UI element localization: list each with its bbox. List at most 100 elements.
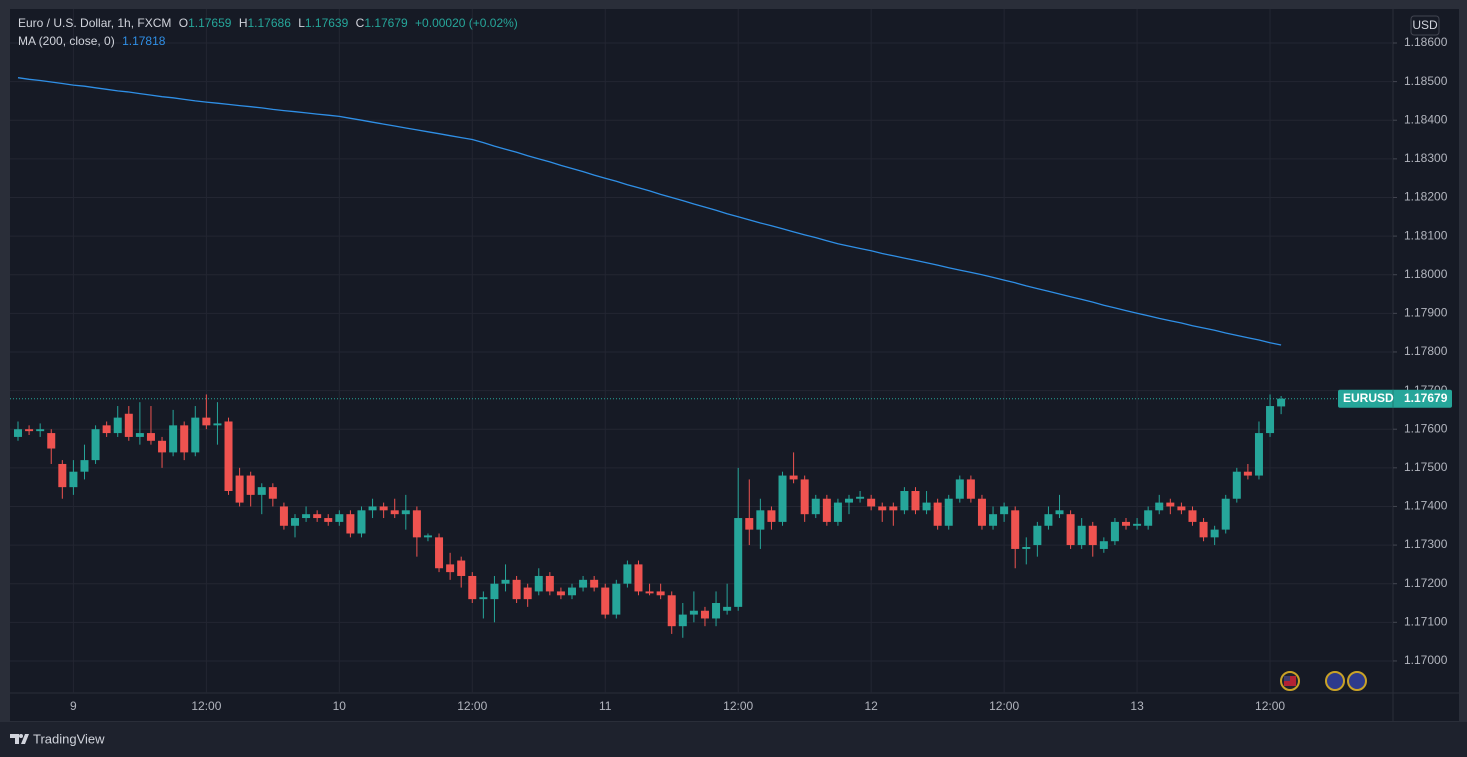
ohlc-label: L xyxy=(298,16,305,30)
candle-body xyxy=(523,587,532,600)
ma-line xyxy=(17,77,1282,346)
candle-body xyxy=(58,463,67,488)
labels: 1.17000 1.17100 1.17200 1.17300 1.17400 1.175… xyxy=(70,35,1452,713)
candle-body xyxy=(335,514,344,522)
candle-body xyxy=(590,579,599,588)
candle-body xyxy=(977,498,986,526)
candle-body xyxy=(501,579,510,584)
x-tick-label: 9 xyxy=(70,699,77,713)
event-icon[interactable] xyxy=(1325,671,1345,691)
x-tick-label: 12:00 xyxy=(989,699,1019,713)
candle-body xyxy=(922,502,931,511)
candle-body xyxy=(401,510,410,515)
header: Euro / U.S. Dollar, 1h, FXCM O1.17659 H1… xyxy=(18,16,518,30)
candle-body xyxy=(479,597,488,600)
indicator-name: MA (200, close, 0) xyxy=(18,34,115,48)
grid xyxy=(10,9,1393,693)
y-tick-label: 1.17600 xyxy=(1404,421,1448,435)
candle-body xyxy=(169,425,178,453)
last-price-label: 1.17679 xyxy=(1404,391,1448,405)
logo xyxy=(19,734,23,738)
candle-body xyxy=(291,518,299,526)
candle-body xyxy=(1210,529,1219,538)
y-tick-label: 1.17000 xyxy=(1404,653,1448,667)
candle-body xyxy=(457,560,466,576)
x-tick-label: 12 xyxy=(864,699,878,713)
candle-body xyxy=(47,433,56,449)
candle-body xyxy=(623,564,632,584)
candle-body xyxy=(1099,541,1108,549)
candle-body xyxy=(689,610,698,615)
candle-body xyxy=(645,591,654,594)
candle-body xyxy=(1199,521,1208,538)
candle-body xyxy=(268,487,277,499)
candle-body xyxy=(14,429,22,437)
candle-body xyxy=(257,487,266,495)
candle-body xyxy=(579,579,588,588)
candle-body xyxy=(789,475,798,480)
chart-area xyxy=(10,9,1459,721)
y-tick-label: 1.18600 xyxy=(1404,35,1448,49)
candle-body xyxy=(700,610,709,619)
currency-box[interactable] xyxy=(1410,15,1440,36)
candle-body xyxy=(1088,525,1097,546)
x-tick-label: 13 xyxy=(1130,699,1144,713)
candle-body xyxy=(490,583,499,600)
event-icon[interactable] xyxy=(1347,671,1367,691)
candle-body xyxy=(357,510,366,534)
candle-body xyxy=(911,491,920,511)
candle-body xyxy=(113,417,122,434)
candle-body xyxy=(1177,506,1186,511)
candle-body xyxy=(80,460,89,472)
candle-body xyxy=(712,603,721,619)
candle-body xyxy=(568,587,576,596)
x-tick-label: 12:00 xyxy=(1255,699,1285,713)
candle-body xyxy=(180,425,189,453)
candle-body xyxy=(36,429,45,432)
y-tick-label: 1.17500 xyxy=(1404,460,1448,474)
candle-body xyxy=(612,583,621,615)
candle-body xyxy=(723,606,732,611)
candle-body xyxy=(124,413,133,437)
x-tick-label: 10 xyxy=(333,699,347,713)
candle-body xyxy=(889,506,898,511)
ohlc-value: 1.17659 xyxy=(188,16,232,30)
brand[interactable]: TradingView xyxy=(10,731,105,746)
candle-body xyxy=(213,423,222,426)
candle-body xyxy=(989,514,998,526)
event-icons[interactable] xyxy=(1280,671,1367,691)
candle-body xyxy=(601,587,610,615)
candle-body xyxy=(69,471,78,488)
candle-body xyxy=(135,433,144,437)
indicator-legend: MA (200, close, 0) 1.17818 xyxy=(18,34,166,48)
y-tick-label: 1.18100 xyxy=(1404,228,1448,242)
candle-body xyxy=(556,591,565,596)
candle-body xyxy=(1144,510,1153,526)
y-tick-label: 1.18200 xyxy=(1404,190,1448,204)
candle-body xyxy=(634,564,643,592)
y-tick-label: 1.17300 xyxy=(1404,537,1448,551)
x-tick-label: 12:00 xyxy=(457,699,487,713)
candle-body xyxy=(302,514,311,519)
candle-body xyxy=(435,537,444,569)
symbol-tag: EURUSD xyxy=(1343,391,1394,405)
candle-body xyxy=(1022,547,1031,549)
candle-body xyxy=(778,475,787,522)
y-tick-label: 1.18000 xyxy=(1404,267,1448,281)
candle-body xyxy=(833,502,842,522)
candle-body xyxy=(955,479,964,499)
candle-body xyxy=(1243,471,1252,476)
candle-body xyxy=(1221,498,1230,530)
flag xyxy=(1284,676,1290,681)
candle-body xyxy=(25,429,34,432)
candle-body xyxy=(845,498,853,503)
last-price-tag xyxy=(1338,389,1452,408)
candle-body xyxy=(1055,510,1064,515)
candle-body xyxy=(1155,502,1164,511)
y-tick-label: 1.18500 xyxy=(1404,74,1448,88)
candle-body xyxy=(1110,521,1119,542)
candle-body xyxy=(1044,514,1053,526)
candle-body xyxy=(1254,433,1263,476)
candle-body xyxy=(390,510,399,515)
